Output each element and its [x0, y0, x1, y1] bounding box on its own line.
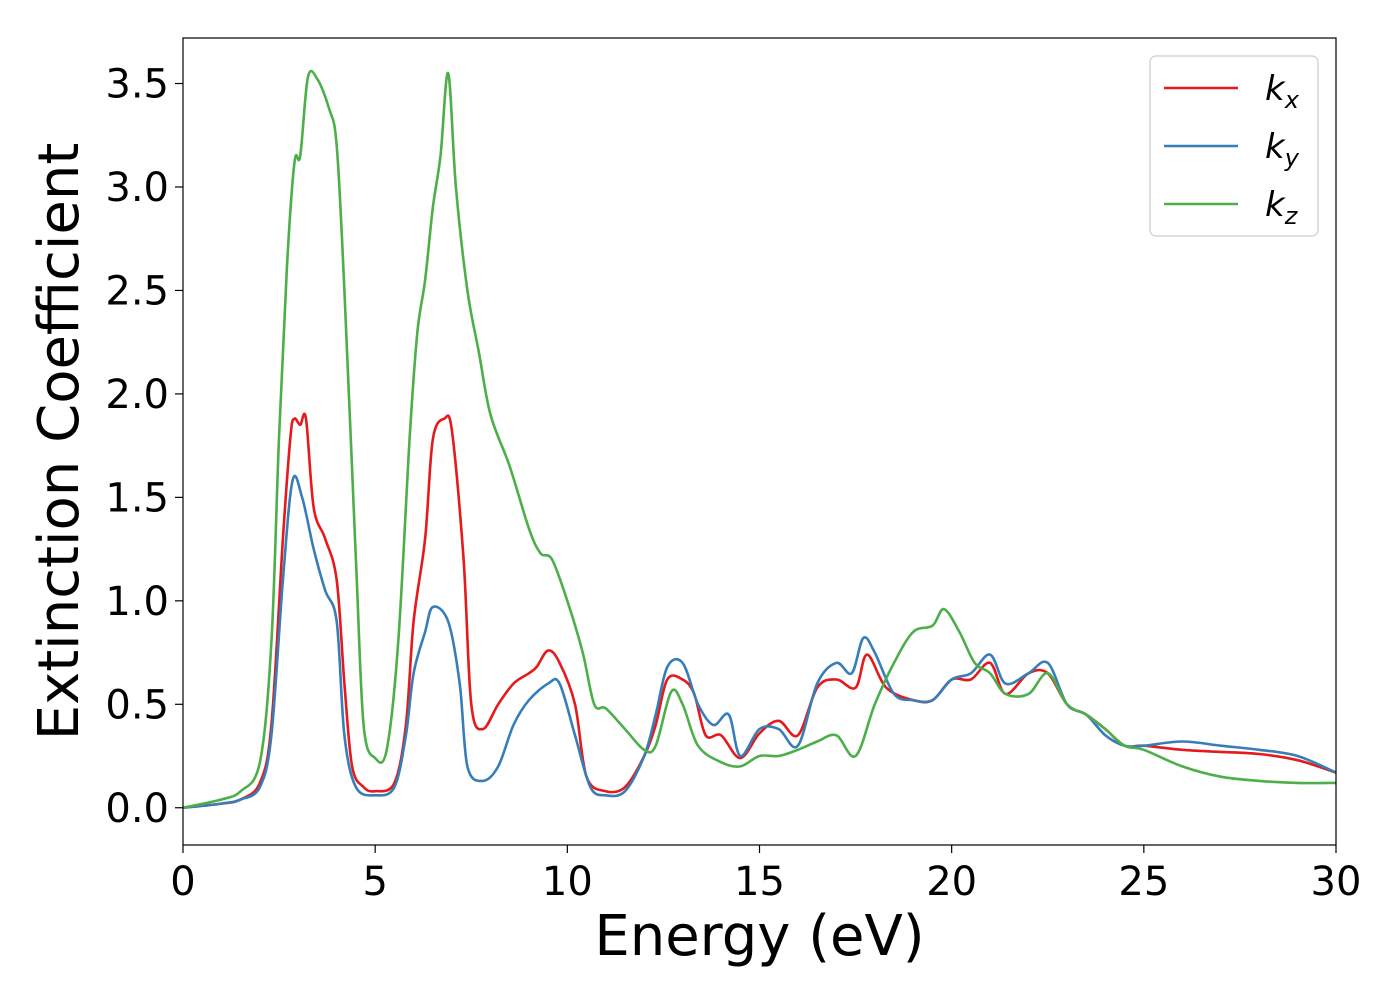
- y-tick-label: 2.5: [105, 268, 169, 314]
- x-axis-title: Energy (eV): [594, 904, 924, 969]
- y-tick-label: 1.5: [105, 475, 169, 521]
- x-axis: 0 5 10 15 20 25 30: [170, 845, 1361, 905]
- y-tick-label: 3.0: [105, 165, 169, 211]
- x-tick-label: 5: [362, 859, 387, 905]
- legend: kx ky kz: [1149, 55, 1319, 237]
- series-layer: [183, 69, 1336, 810]
- legend-item-z: kz: [1164, 185, 1299, 230]
- y-tick-label: 0.0: [105, 786, 169, 832]
- series-line-y: [183, 474, 1336, 810]
- x-tick-label: 25: [1118, 859, 1169, 905]
- legend-label: kz: [1265, 185, 1299, 230]
- legend-label: ky: [1265, 127, 1300, 172]
- x-tick-label: 30: [1311, 859, 1362, 905]
- y-tick-label: 0.5: [105, 682, 169, 728]
- legend-item-x: kx: [1164, 69, 1300, 114]
- x-tick-label: 15: [734, 859, 785, 905]
- y-axis-title: Extinction Coefficient: [27, 143, 92, 741]
- y-tick-label: 1.0: [105, 579, 169, 625]
- x-tick-label: 20: [926, 859, 977, 905]
- x-tick-label: 0: [170, 859, 195, 905]
- x-tick-label: 10: [542, 859, 593, 905]
- y-tick-label: 3.5: [105, 62, 169, 108]
- legend-item-y: ky: [1164, 127, 1300, 172]
- y-axis: 0.0 0.5 1.0 1.5 2.0 2.5 3.0 3.5: [105, 62, 183, 832]
- y-tick-label: 2.0: [105, 372, 169, 418]
- series-line-x: [183, 412, 1336, 810]
- series-line-z: [183, 69, 1336, 810]
- legend-label: kx: [1265, 69, 1300, 114]
